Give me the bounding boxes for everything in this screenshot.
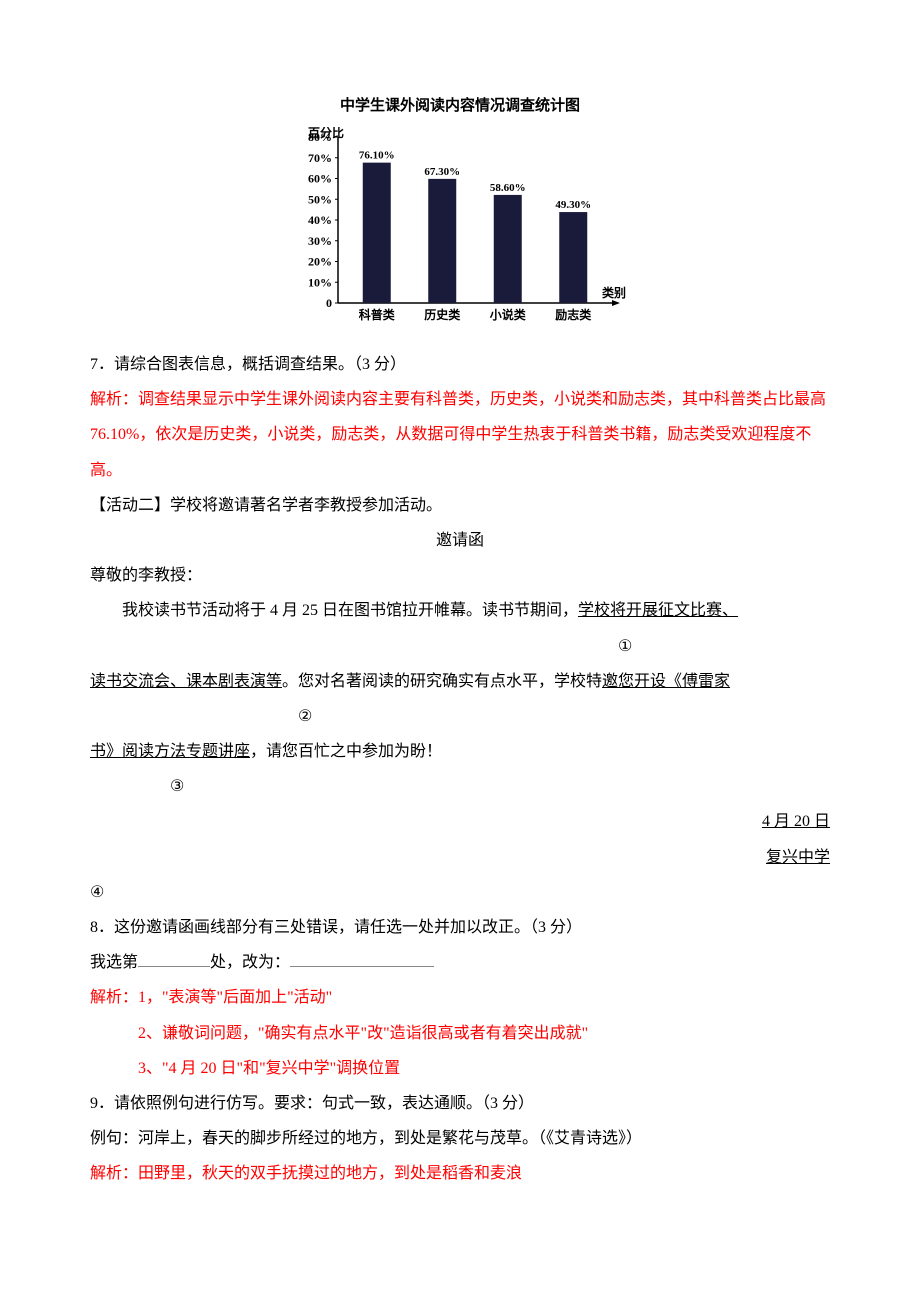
svg-text:20%: 20% bbox=[308, 255, 332, 269]
invite-underline2a: 读书交流会、课本剧表演等 bbox=[90, 673, 282, 690]
svg-text:小说类: 小说类 bbox=[490, 307, 527, 322]
invite-body-suffix: ，请您百忙之中参加为盼！ bbox=[250, 743, 442, 760]
svg-text:50%: 50% bbox=[308, 192, 332, 206]
invite-marker2: ② bbox=[298, 708, 312, 725]
chart-container: 中学生课外阅读内容情况调查统计图 百分比010%20%30%40%50%60%7… bbox=[90, 90, 830, 327]
invite-underline1: 学校将开展征文比赛、 bbox=[578, 602, 738, 619]
invite-date: 4 月 20 日 bbox=[762, 813, 830, 830]
svg-text:励志类: 励志类 bbox=[555, 307, 592, 322]
invite-marker2-line: ② bbox=[90, 699, 830, 734]
svg-text:30%: 30% bbox=[308, 234, 332, 248]
svg-text:40%: 40% bbox=[308, 213, 332, 227]
q8-choice-mid: 处，改为： bbox=[210, 954, 290, 971]
invite-body-prefix: 我校读书节活动将于 4 月 25 日在图书馆拉开帷幕。读书节期间， bbox=[122, 602, 578, 619]
svg-text:0: 0 bbox=[326, 296, 332, 310]
q8-question: 8．这份邀请函画线部分有三处错误，请任选一处并加以改正。（3 分） bbox=[90, 910, 830, 945]
svg-text:76.10%: 76.10% bbox=[359, 150, 395, 162]
invite-body-line2: 读书交流会、课本剧表演等。您对名著阅读的研究确实有点水平，学校特邀您开设《傅雷家 bbox=[90, 664, 830, 699]
invite-underline2b: 邀您开设《傅雷家 bbox=[602, 673, 730, 690]
invite-marker4: ④ bbox=[90, 884, 104, 901]
svg-text:类别: 类别 bbox=[602, 285, 626, 300]
invite-underline3: 书》阅读方法专题讲座 bbox=[90, 743, 250, 760]
invite-signature: 复兴中学 bbox=[766, 849, 830, 866]
svg-text:历史类: 历史类 bbox=[424, 307, 461, 322]
invite-date-line: 4 月 20 日 bbox=[90, 804, 830, 839]
q7-answer: 解析：调查结果显示中学生课外阅读内容主要有科普类，历史类，小说类和励志类，其中科… bbox=[90, 382, 830, 488]
invite-marker1: ① bbox=[618, 638, 632, 655]
svg-text:49.30%: 49.30% bbox=[555, 199, 591, 211]
q8-answer2: 2、谦敬词问题，"确实有点水平"改"造诣很高或者有着突出成就" bbox=[90, 1016, 830, 1051]
q8-choice-line: 我选第 处，改为： bbox=[90, 945, 830, 980]
q8-blank2 bbox=[290, 966, 434, 967]
q8-choice-prefix: 我选第 bbox=[90, 954, 138, 971]
svg-text:58.60%: 58.60% bbox=[490, 182, 526, 194]
chart-title: 中学生课外阅读内容情况调查统计图 bbox=[340, 90, 580, 123]
svg-text:70%: 70% bbox=[308, 151, 332, 165]
q9-answer: 解析：田野里，秋天的双手抚摸过的地方，到处是稻香和麦浪 bbox=[90, 1156, 830, 1191]
invite-marker3-line: ③ bbox=[90, 769, 830, 804]
svg-text:60%: 60% bbox=[308, 172, 332, 186]
invite-marker4-line: ④ bbox=[90, 875, 830, 910]
q9-example: 例句：河岸上，春天的脚步所经过的地方，到处是繁花与茂草。（《艾青诗选》） bbox=[90, 1121, 830, 1156]
bar-chart-svg: 百分比010%20%30%40%50%60%70%80%76.10%科普类67.… bbox=[290, 127, 630, 327]
svg-text:科普类: 科普类 bbox=[359, 307, 396, 322]
invite-title: 邀请函 bbox=[90, 523, 830, 558]
svg-text:67.30%: 67.30% bbox=[424, 166, 460, 178]
q8-answer1: 解析：1，"表演等"后面加上"活动" bbox=[90, 980, 830, 1015]
invite-sign-line: 复兴中学 bbox=[90, 840, 830, 875]
svg-text:10%: 10% bbox=[308, 275, 332, 289]
q9-question: 9．请依照例句进行仿写。要求：句式一致，表达通顺。（3 分） bbox=[90, 1086, 830, 1121]
invite-salutation: 尊敬的李教授： bbox=[90, 558, 830, 593]
q8-blank1 bbox=[138, 966, 210, 967]
q7-question: 7．请综合图表信息，概括调查结果。（3 分） bbox=[90, 347, 830, 382]
invite-body-line1: 我校读书节活动将于 4 月 25 日在图书馆拉开帷幕。读书节期间，学校将开展征文… bbox=[90, 593, 830, 628]
activity2-heading: 【活动二】学校将邀请著名学者李教授参加活动。 bbox=[90, 488, 830, 523]
invite-marker1-line: ① bbox=[90, 629, 830, 664]
invite-body-mid1: 。您对名著阅读的研究确实有点水平，学校特 bbox=[282, 673, 602, 690]
invite-body-line3: 书》阅读方法专题讲座，请您百忙之中参加为盼！ bbox=[90, 734, 830, 769]
invite-marker3: ③ bbox=[170, 778, 184, 795]
chart-area: 百分比010%20%30%40%50%60%70%80%76.10%科普类67.… bbox=[290, 127, 630, 327]
q8-answer3: 3、"4 月 20 日"和"复兴中学"调换位置 bbox=[90, 1051, 830, 1086]
svg-text:80%: 80% bbox=[308, 130, 332, 144]
